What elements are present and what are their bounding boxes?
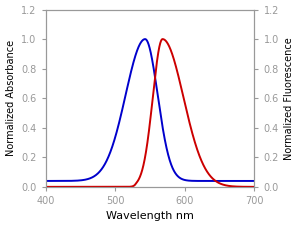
X-axis label: Wavelength nm: Wavelength nm bbox=[106, 211, 194, 222]
Y-axis label: Normalized Absorbance: Normalized Absorbance bbox=[6, 40, 16, 156]
Y-axis label: Normalized Fluorescence: Normalized Fluorescence bbox=[284, 37, 294, 160]
